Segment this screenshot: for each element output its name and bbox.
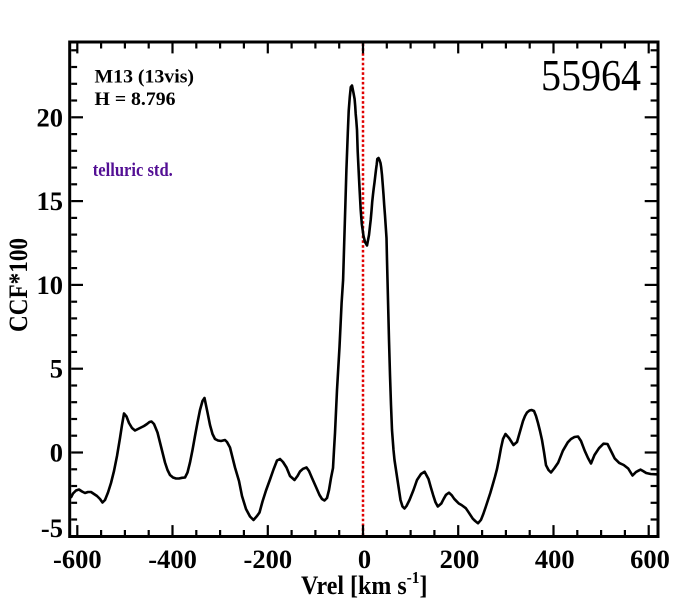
svg-text:0: 0 [50,438,63,468]
svg-text:15: 15 [37,186,64,216]
svg-text:55964: 55964 [541,50,641,100]
svg-text:M13 (13vis): M13 (13vis) [95,68,195,88]
svg-text:-5: -5 [41,513,63,543]
svg-text:5: 5 [50,354,63,384]
svg-text:Vrel [km s-1]: Vrel [km s-1] [301,568,427,600]
svg-text:telluric std.: telluric std. [93,161,173,181]
svg-text:10: 10 [37,270,64,300]
svg-text:-400: -400 [148,544,197,574]
svg-text:-200: -200 [244,544,293,574]
svg-text:H = 8.796: H = 8.796 [95,90,176,110]
svg-text:600: 600 [630,544,670,574]
svg-text:-600: -600 [53,544,102,574]
svg-text:200: 200 [440,544,480,574]
svg-text:CCF*100: CCF*100 [3,238,33,332]
svg-text:400: 400 [535,544,575,574]
svg-text:0: 0 [358,544,371,574]
svg-text:20: 20 [37,102,64,132]
